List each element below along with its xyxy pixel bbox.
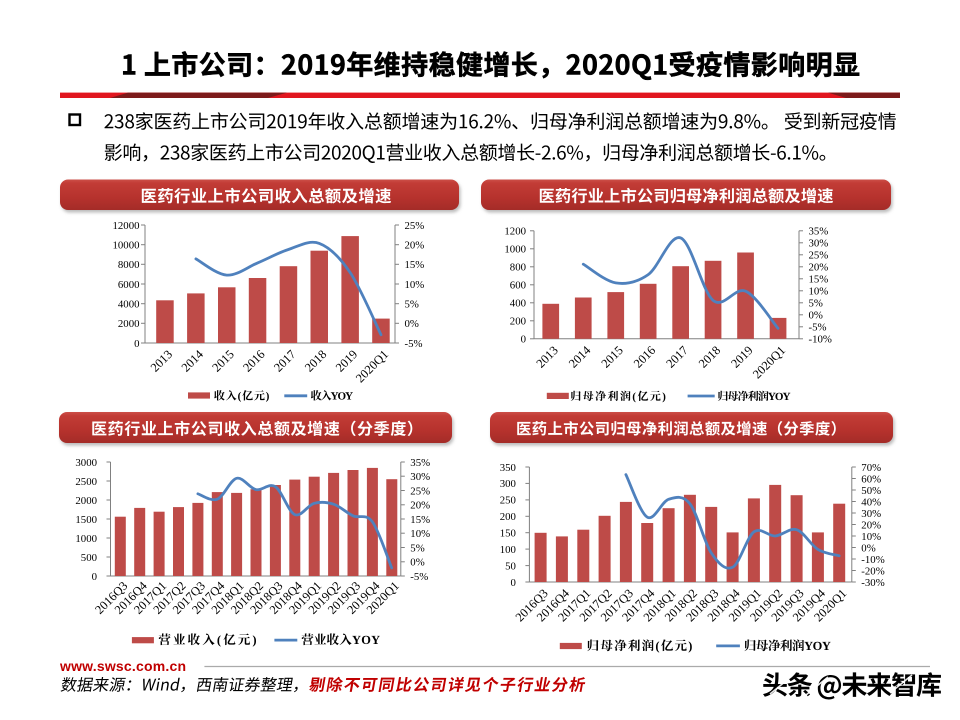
svg-text:100: 100 <box>500 544 516 556</box>
svg-text:4000: 4000 <box>118 298 140 310</box>
svg-text:35%: 35% <box>410 457 430 469</box>
svg-text:25%: 25% <box>809 250 829 262</box>
svg-text:250: 250 <box>500 495 516 507</box>
svg-text:70%: 70% <box>861 462 881 474</box>
svg-text:-30%: -30% <box>861 577 884 589</box>
svg-text:10%: 10% <box>405 279 425 291</box>
svg-text:0: 0 <box>134 338 139 350</box>
svg-text:20%: 20% <box>410 500 430 512</box>
svg-text:0: 0 <box>521 334 526 346</box>
svg-text:0: 0 <box>92 571 97 583</box>
svg-text:50%: 50% <box>861 485 881 497</box>
svg-text:50: 50 <box>505 560 516 572</box>
svg-text:8000: 8000 <box>118 259 140 271</box>
svg-text:25%: 25% <box>405 220 425 232</box>
svg-text:0%: 0% <box>405 318 419 330</box>
svg-text:20%: 20% <box>861 519 881 531</box>
svg-text:-5%: -5% <box>809 322 827 334</box>
svg-text:2018: 2018 <box>696 343 723 370</box>
svg-text:350: 350 <box>500 462 516 474</box>
svg-text:600: 600 <box>510 280 526 292</box>
svg-text:500: 500 <box>81 552 97 564</box>
svg-text:60%: 60% <box>861 473 881 485</box>
svg-text:2016: 2016 <box>631 343 658 370</box>
svg-text:0: 0 <box>510 577 515 589</box>
svg-text:10%: 10% <box>861 531 881 543</box>
svg-text:2014: 2014 <box>179 347 206 374</box>
svg-text:-5%: -5% <box>410 571 428 583</box>
svg-text:25%: 25% <box>410 485 430 497</box>
svg-text:3000: 3000 <box>75 457 97 469</box>
svg-text:2000: 2000 <box>75 495 97 507</box>
svg-text:1200: 1200 <box>504 226 526 238</box>
svg-text:2000: 2000 <box>118 318 140 330</box>
svg-text:2018: 2018 <box>302 347 329 374</box>
svg-text:10%: 10% <box>809 286 829 298</box>
svg-text:30%: 30% <box>410 471 430 483</box>
svg-text:20%: 20% <box>809 262 829 274</box>
svg-text:10000: 10000 <box>113 239 140 251</box>
svg-text:2017: 2017 <box>271 347 298 374</box>
svg-text:30%: 30% <box>861 508 881 520</box>
svg-text:2014: 2014 <box>566 343 593 370</box>
svg-text:800: 800 <box>510 262 526 274</box>
svg-text:1000: 1000 <box>75 533 97 545</box>
svg-text:2019: 2019 <box>728 343 755 370</box>
svg-text:2015: 2015 <box>209 347 236 374</box>
svg-text:2500: 2500 <box>75 476 97 488</box>
svg-text:5%: 5% <box>809 298 823 310</box>
svg-text:2020Q1: 2020Q1 <box>750 343 788 381</box>
svg-text:2017: 2017 <box>663 343 690 370</box>
svg-text:12000: 12000 <box>113 220 140 232</box>
svg-text:0%: 0% <box>809 310 823 322</box>
svg-text:400: 400 <box>510 298 526 310</box>
svg-text:2020Q1: 2020Q1 <box>353 347 391 385</box>
svg-text:10%: 10% <box>410 528 430 540</box>
svg-text:-5%: -5% <box>405 338 423 350</box>
svg-text:www.swsc.com.cn: www.swsc.com.cn <box>59 658 186 674</box>
svg-text:-10%: -10% <box>861 554 884 566</box>
svg-text:200: 200 <box>500 511 516 523</box>
svg-text:5%: 5% <box>405 298 419 310</box>
svg-text:30%: 30% <box>809 238 829 250</box>
svg-text:1000: 1000 <box>504 244 526 256</box>
svg-text:-20%: -20% <box>861 565 884 577</box>
svg-text:20%: 20% <box>405 239 425 251</box>
svg-text:2016: 2016 <box>240 347 267 374</box>
svg-text:6000: 6000 <box>118 279 140 291</box>
svg-text:2019: 2019 <box>333 347 360 374</box>
svg-text:5%: 5% <box>410 542 424 554</box>
svg-text:15%: 15% <box>410 514 430 526</box>
svg-text:0%: 0% <box>410 557 424 569</box>
svg-text:2015: 2015 <box>598 343 625 370</box>
svg-text:150: 150 <box>500 528 516 540</box>
svg-text:-10%: -10% <box>809 334 832 346</box>
svg-text:35%: 35% <box>809 226 829 238</box>
svg-text:200: 200 <box>510 316 526 328</box>
svg-text:300: 300 <box>500 478 516 490</box>
svg-text:15%: 15% <box>809 274 829 286</box>
svg-text:15%: 15% <box>405 259 425 271</box>
svg-text:2013: 2013 <box>533 343 560 370</box>
svg-text:0%: 0% <box>861 542 875 554</box>
svg-text:1500: 1500 <box>75 514 97 526</box>
svg-text:2013: 2013 <box>148 347 175 374</box>
svg-text:40%: 40% <box>861 496 881 508</box>
